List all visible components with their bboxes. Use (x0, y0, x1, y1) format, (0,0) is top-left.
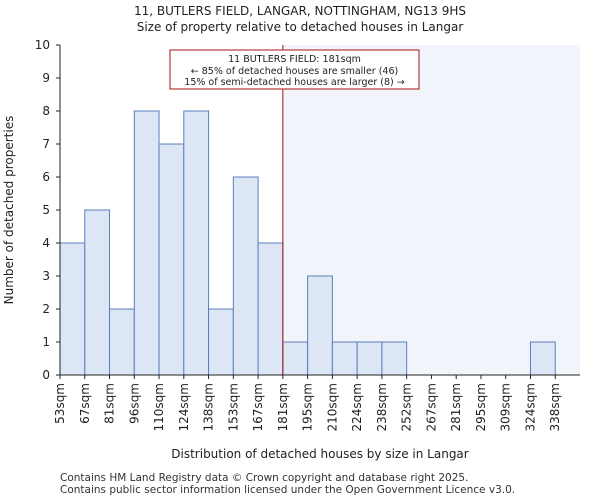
y-tick-label-9: 9 (42, 71, 50, 85)
x-tick-label-96sqm: 96sqm (127, 383, 141, 424)
bar-81sqm (109, 308, 135, 376)
bar-96sqm (133, 110, 160, 376)
x-tick-label-309sqm: 309sqm (499, 383, 513, 431)
y-axis-label: Number of detached properties (2, 116, 16, 305)
y-tick-label-3: 3 (42, 269, 50, 283)
y-tick-label-6: 6 (42, 170, 50, 184)
x-axis-label: Distribution of detached houses by size … (171, 447, 469, 461)
annotation-box (169, 49, 420, 90)
chart-title: 11, BUTLERS FIELD, LANGAR, NOTTINGHAM, N… (134, 4, 466, 18)
bar-110sqm (158, 143, 185, 376)
x-tick-label-110sqm: 110sqm (152, 383, 166, 431)
annotation-line-1: 11 BUTLERS FIELD: 181sqm (228, 54, 361, 65)
x-tick-label-67sqm: 67sqm (78, 383, 92, 424)
x-tick-label-153sqm: 153sqm (226, 383, 240, 431)
footer-licence: Contains public sector information licen… (60, 484, 516, 496)
x-tick-label-195sqm: 195sqm (301, 383, 315, 431)
bar-167sqm (257, 242, 284, 376)
bar-238sqm (381, 341, 408, 376)
bar-138sqm (208, 308, 234, 376)
bar-324sqm (529, 341, 556, 376)
x-tick-label-181sqm: 181sqm (276, 383, 290, 431)
x-tick-label-281sqm: 281sqm (449, 383, 463, 431)
x-tick-label-81sqm: 81sqm (103, 383, 117, 424)
bar-153sqm (232, 176, 259, 376)
x-tick-label-295sqm: 295sqm (474, 383, 488, 431)
chart-subtitle: Size of property relative to detached ho… (137, 20, 464, 34)
bar-124sqm (183, 110, 210, 376)
x-tick-label-267sqm: 267sqm (424, 383, 438, 431)
x-tick-label-224sqm: 224sqm (350, 383, 364, 431)
annotation-line-3: 15% of semi-detached houses are larger (… (184, 77, 404, 88)
bar-181sqm (282, 341, 309, 376)
x-tick-label-324sqm: 324sqm (523, 383, 537, 431)
x-tick-label-138sqm: 138sqm (202, 383, 216, 431)
x-tick-label-53sqm: 53sqm (53, 383, 67, 424)
x-tick-label-338sqm: 338sqm (548, 383, 562, 431)
y-tick-label-5: 5 (42, 203, 50, 217)
y-tick-label-4: 4 (42, 236, 50, 250)
y-tick-label-8: 8 (42, 104, 50, 118)
x-tick-label-124sqm: 124sqm (177, 383, 191, 431)
bar-53sqm (59, 242, 86, 376)
x-tick-label-167sqm: 167sqm (251, 383, 265, 431)
x-tick-label-252sqm: 252sqm (400, 383, 414, 431)
footer-copyright: Contains HM Land Registry data © Crown c… (60, 472, 469, 484)
bar-195sqm (307, 275, 333, 376)
x-tick-label-210sqm: 210sqm (325, 383, 339, 431)
y-tick-label-7: 7 (42, 137, 50, 151)
annotation-line-2: ← 85% of detached houses are smaller (46… (191, 66, 398, 77)
y-tick-label-2: 2 (42, 302, 50, 316)
bar-67sqm (84, 209, 111, 376)
bar-224sqm (356, 341, 383, 376)
x-tick-label-238sqm: 238sqm (375, 383, 389, 431)
bar-210sqm (331, 341, 358, 376)
y-tick-label-10: 10 (35, 38, 50, 52)
y-tick-label-1: 1 (42, 335, 50, 349)
y-tick-label-0: 0 (42, 368, 50, 382)
